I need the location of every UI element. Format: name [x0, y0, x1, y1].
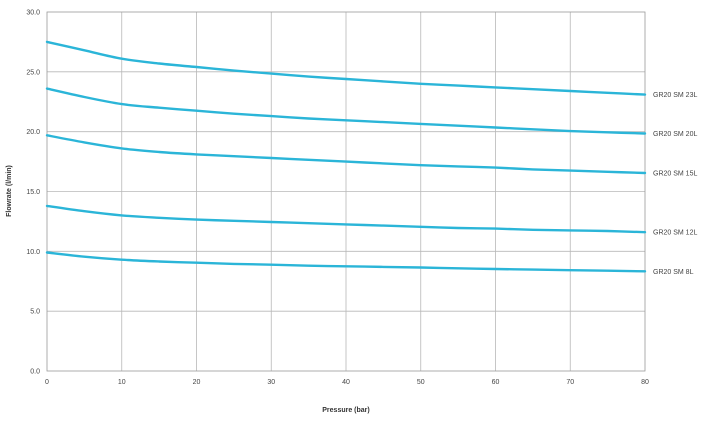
y-tick-label: 25.0 — [26, 69, 40, 76]
x-tick-label: 0 — [45, 379, 49, 386]
grid — [47, 12, 645, 371]
series-line-0 — [45, 40, 647, 96]
x-tick-labels: 0 10 20 30 40 50 60 70 80 — [45, 379, 649, 386]
series-label-0: GR20 SM 23L — [653, 92, 697, 99]
series-line-2 — [45, 134, 647, 175]
x-tick-label: 70 — [566, 379, 574, 386]
x-tick-label: 60 — [492, 379, 500, 386]
plot-frame — [46, 11, 646, 372]
y-tick-label: 0.0 — [30, 369, 40, 376]
y-axis-label: Flowrate (l/min) — [6, 165, 13, 217]
y-tick-label: 20.0 — [26, 129, 40, 136]
series-lines — [45, 40, 647, 273]
y-tick-labels: 0.0 5.0 10.0 15.0 20.0 25.0 30.0 — [26, 10, 40, 376]
series-line-4 — [45, 251, 647, 273]
series-label-4: GR20 SM 8L — [653, 269, 694, 276]
x-tick-label: 10 — [118, 379, 126, 386]
y-tick-label: 30.0 — [26, 10, 40, 17]
y-tick-label: 15.0 — [26, 189, 40, 196]
y-tick-label: 10.0 — [26, 249, 40, 256]
x-tick-label: 30 — [267, 379, 275, 386]
series-label-1: GR20 SM 20L — [653, 131, 697, 138]
x-axis-label: Pressure (bar) — [322, 407, 369, 414]
series-labels: GR20 SM 23L GR20 SM 20L GR20 SM 15L GR20 SM… — [653, 92, 697, 276]
series-label-3: GR20 SM 12L — [653, 230, 697, 237]
series-label-2: GR20 SM 15L — [653, 170, 697, 177]
x-tick-label: 20 — [193, 379, 201, 386]
series-line-3 — [45, 204, 647, 234]
series-line-1 — [45, 87, 647, 135]
y-tick-label: 5.0 — [30, 309, 40, 316]
x-tick-label: 80 — [641, 379, 649, 386]
x-tick-label: 50 — [417, 379, 425, 386]
x-tick-label: 40 — [342, 379, 350, 386]
